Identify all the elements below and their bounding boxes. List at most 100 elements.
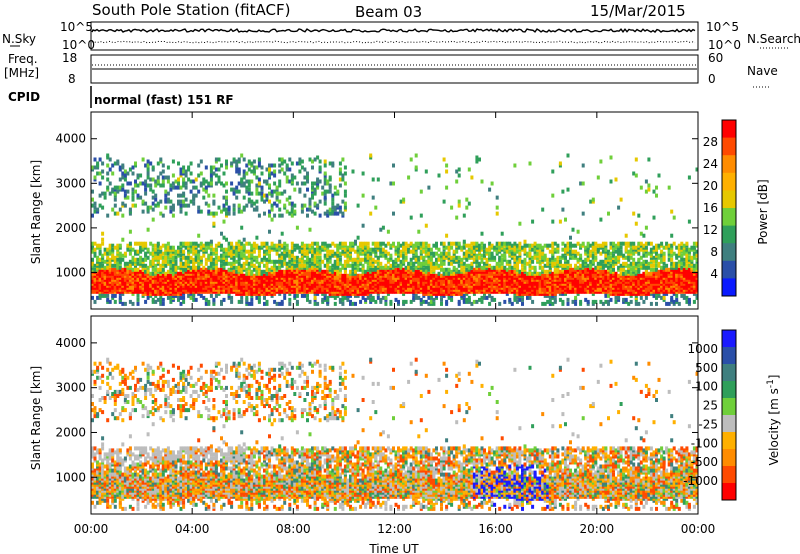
power-cell xyxy=(366,291,370,296)
power-cell xyxy=(182,267,186,272)
power-cell xyxy=(300,181,304,186)
power-cell xyxy=(101,253,105,258)
power-cell xyxy=(189,255,193,260)
power-cell xyxy=(128,299,132,304)
power-cell xyxy=(184,181,188,186)
power-cell xyxy=(493,265,497,270)
power-cell xyxy=(134,257,137,262)
power-cell xyxy=(417,245,421,250)
power-cell xyxy=(483,265,486,270)
power-cell xyxy=(217,267,221,272)
power-cell xyxy=(106,297,110,302)
power-cell xyxy=(528,243,532,248)
power-cell xyxy=(364,269,368,274)
power-cell xyxy=(465,249,469,254)
power-cell xyxy=(187,241,191,246)
power-cell xyxy=(151,291,155,296)
power-cell xyxy=(144,241,148,246)
power-cell xyxy=(144,251,148,256)
power-cell xyxy=(316,203,320,208)
power-cell xyxy=(546,257,550,262)
power-cell xyxy=(179,171,183,176)
power-cell xyxy=(392,211,395,216)
power-cell xyxy=(273,243,277,248)
power-cell xyxy=(462,213,466,218)
power-cell xyxy=(280,167,284,172)
power-cell xyxy=(569,263,572,268)
power-cell xyxy=(333,243,337,248)
power-cell xyxy=(548,295,552,300)
power-cell xyxy=(209,173,213,178)
power-cell xyxy=(432,273,436,278)
power-cell xyxy=(407,247,411,252)
power-cell xyxy=(159,253,163,258)
power-cell xyxy=(336,243,340,248)
power-cell xyxy=(118,255,122,260)
power-cell xyxy=(154,179,158,184)
power-cell xyxy=(480,241,484,246)
power-cell xyxy=(419,297,423,302)
power-cell xyxy=(230,187,234,192)
power-cell xyxy=(531,219,535,224)
power-cell xyxy=(242,255,246,260)
power-cell xyxy=(250,269,254,274)
power-cell xyxy=(435,273,438,278)
power-cell xyxy=(240,153,244,158)
power-cell xyxy=(437,263,441,268)
power-cell xyxy=(417,229,421,234)
power-cell xyxy=(93,165,97,170)
power-cell xyxy=(171,203,175,208)
power-cell xyxy=(166,175,170,180)
power-cell xyxy=(541,265,545,270)
power-cell xyxy=(432,251,436,256)
power-cell xyxy=(225,237,228,242)
power-cell xyxy=(101,231,105,236)
power-cell xyxy=(440,301,443,306)
power-cell xyxy=(93,267,97,272)
power-cell xyxy=(106,255,110,260)
power-cell xyxy=(212,165,216,170)
power-cell xyxy=(450,261,454,266)
power-cell xyxy=(141,291,145,296)
power-cell xyxy=(285,253,289,258)
power-cell xyxy=(432,297,436,302)
power-cell xyxy=(131,301,135,306)
power-cell xyxy=(230,181,234,186)
power-cell xyxy=(447,241,451,246)
power-cell xyxy=(323,163,327,168)
power-cell xyxy=(247,187,251,192)
power-cell xyxy=(159,245,163,250)
power-cell xyxy=(189,161,193,166)
power-cell xyxy=(341,301,345,306)
power-cell xyxy=(584,267,588,272)
power-cell xyxy=(247,159,251,164)
power-cell xyxy=(257,271,261,276)
power-cell xyxy=(179,253,183,258)
power-cell xyxy=(531,271,535,276)
power-cell xyxy=(371,241,375,246)
power-cell xyxy=(197,249,201,254)
power-cell xyxy=(184,169,188,174)
power-cell xyxy=(308,197,312,202)
power-cell xyxy=(462,265,466,270)
power-cell xyxy=(364,241,368,246)
power-cell xyxy=(343,241,347,246)
power-cell xyxy=(300,159,304,164)
power-cell xyxy=(341,291,345,296)
power-cell xyxy=(331,291,335,296)
power-cell xyxy=(510,301,514,306)
power-cell xyxy=(240,241,244,246)
power-cell xyxy=(450,291,454,296)
power-cell xyxy=(169,263,173,268)
power-cell xyxy=(273,201,277,206)
power-cell xyxy=(93,241,97,246)
power-cell xyxy=(275,271,279,276)
power-cell xyxy=(579,255,583,260)
power-cell xyxy=(154,243,158,248)
power-cell xyxy=(131,191,135,196)
power-cell xyxy=(445,267,449,272)
power-cell xyxy=(341,173,345,178)
nave-label: Nave xyxy=(747,64,778,78)
power-cell xyxy=(399,199,403,204)
power-cell xyxy=(589,243,593,248)
